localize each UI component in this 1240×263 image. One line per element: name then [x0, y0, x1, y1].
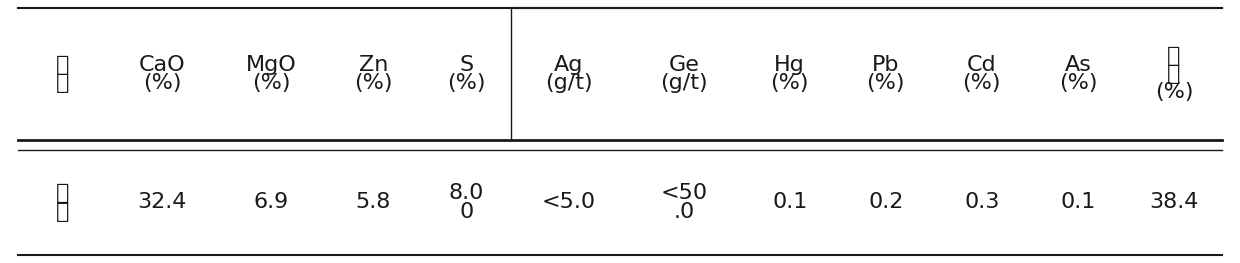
Text: 含: 含	[56, 183, 69, 203]
Text: (%): (%)	[1154, 82, 1193, 102]
Text: (%): (%)	[962, 73, 1001, 93]
Text: Ge: Ge	[668, 55, 699, 75]
Text: As: As	[1064, 55, 1091, 75]
Text: 0: 0	[459, 202, 474, 222]
Text: Cd: Cd	[967, 55, 997, 75]
Text: 32.4: 32.4	[138, 193, 187, 213]
Text: Hg: Hg	[774, 55, 805, 75]
Text: .0: .0	[673, 202, 694, 222]
Text: 38.4: 38.4	[1149, 193, 1199, 213]
Text: Pb: Pb	[872, 55, 899, 75]
Text: <5.0: <5.0	[542, 193, 596, 213]
Text: <50: <50	[661, 183, 708, 203]
Text: Ag: Ag	[554, 55, 584, 75]
Text: 0.3: 0.3	[965, 193, 999, 213]
Text: (%): (%)	[770, 73, 808, 93]
Text: (%): (%)	[143, 73, 181, 93]
Text: (%): (%)	[867, 73, 905, 93]
Text: S: S	[459, 55, 474, 75]
Text: MgO: MgO	[246, 55, 296, 75]
Text: 分: 分	[56, 73, 69, 93]
Text: (%): (%)	[448, 73, 486, 93]
Text: CaO: CaO	[139, 55, 186, 75]
Text: 0.1: 0.1	[773, 193, 807, 213]
Text: Zn: Zn	[358, 55, 388, 75]
Text: (%): (%)	[252, 73, 290, 93]
Text: 分: 分	[1167, 64, 1180, 84]
Text: (%): (%)	[355, 73, 393, 93]
Text: 0.2: 0.2	[868, 193, 904, 213]
Text: 成: 成	[56, 55, 69, 75]
Text: 5.8: 5.8	[356, 193, 391, 213]
Text: (g/t): (g/t)	[660, 73, 708, 93]
Text: (%): (%)	[1059, 73, 1097, 93]
Text: 水: 水	[1167, 45, 1180, 65]
Text: 0.1: 0.1	[1060, 193, 1096, 213]
Text: 量: 量	[56, 202, 69, 222]
Text: 6.9: 6.9	[253, 193, 289, 213]
Text: 8.0: 8.0	[449, 183, 484, 203]
Text: (g/t): (g/t)	[544, 73, 593, 93]
